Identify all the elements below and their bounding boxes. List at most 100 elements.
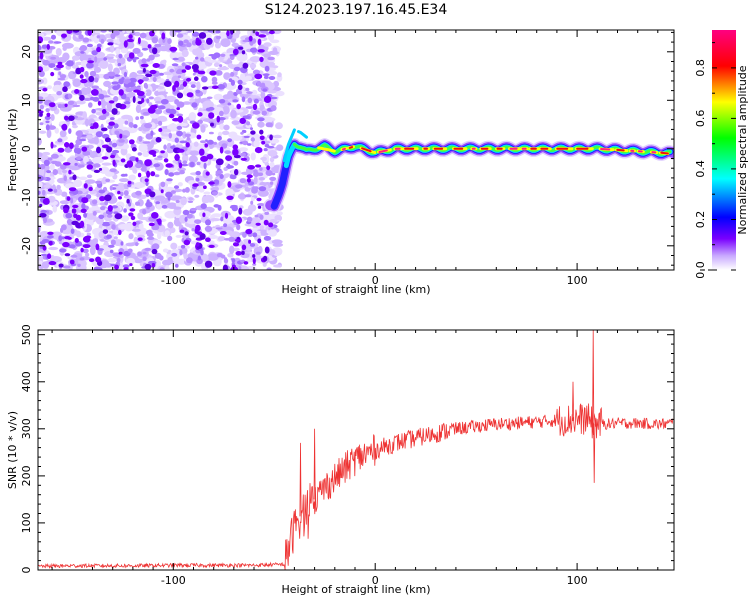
noise-blob [223,173,231,177]
noise-blob [152,47,158,55]
noise-blob [110,154,116,159]
noise-blob [106,234,112,239]
noise-blob [140,167,147,172]
noise-blob [200,203,207,210]
noise-blob [111,108,118,115]
noise-blob [47,231,54,235]
noise-blob [58,235,63,242]
tick-label: 500 [20,324,33,345]
noise-blob [186,218,198,225]
noise-blob [97,152,102,157]
tick-label: 20 [20,45,33,59]
noise-blob [246,174,253,179]
noise-blob [216,115,221,123]
noise-blob [211,76,218,83]
noise-blob [110,263,117,267]
noise-blob [233,72,238,76]
noise-blob [164,230,170,238]
noise-blob [102,95,111,98]
noise-blob [87,139,97,144]
noise-blob [195,224,201,232]
noise-blob [71,208,77,214]
noise-blob [167,123,179,132]
noise-blob [146,236,155,240]
noise-blob [241,96,246,103]
noise-blob [206,33,212,40]
noise-blob [77,164,85,168]
noise-blob [262,73,270,77]
noise-blob [48,40,54,44]
noise-blob [189,98,196,103]
noise-blob [172,57,179,61]
noise-blob [213,93,223,101]
noise-blob [75,61,83,66]
noise-blob [43,216,47,224]
noise-blob [126,41,135,49]
tick-label: 0 [20,567,33,574]
noise-blob [231,205,238,212]
noise-blob [165,163,173,168]
noise-blob [221,143,228,149]
noise-blob [145,181,149,186]
noise-blob [265,122,273,128]
noise-blob [167,38,172,45]
noise-blob [80,247,84,253]
noise-blob [181,62,186,67]
noise-blob [95,131,103,138]
noise-blob [161,32,166,40]
noise-blob [107,42,114,46]
noise-blob [149,191,156,198]
noise-blob [116,84,121,88]
noise-blob [236,224,241,231]
noise-blob [191,63,199,71]
noise-blob [234,238,241,242]
noise-blob [61,236,65,240]
noise-blob [33,257,38,264]
noise-blob [197,255,202,261]
noise-blob [147,44,152,49]
noise-blob [194,76,199,81]
tick-label: 0 [372,574,379,587]
noise-blob [250,200,254,205]
noise-blob [176,33,184,38]
noise-blob [235,184,243,189]
noise-blob [259,167,263,171]
noise-blob [133,182,146,189]
noise-blob [234,169,239,176]
noise-blob [72,204,79,209]
noise-blob [160,150,165,154]
noise-blob [174,137,179,143]
noise-blob [173,206,182,210]
noise-blob [154,108,163,115]
noise-blob [113,236,118,240]
noise-blob [98,93,105,100]
noise-blob [208,244,215,248]
noise-blob [204,143,208,148]
noise-blob [240,157,247,161]
noise-blob [48,240,53,246]
noise-blob [255,251,261,255]
noise-blob [267,150,278,157]
noise-blob [233,66,241,72]
noise-blob [92,211,97,216]
noise-blob [88,102,93,108]
noise-blob [79,94,85,101]
noise-blob [206,96,213,100]
noise-blob [86,232,91,236]
tick-label: 0.6 [694,110,707,128]
noise-blob [231,120,240,125]
noise-blob [158,128,163,132]
tick-label: -10 [20,188,33,206]
noise-blob [270,96,278,100]
noise-blob [79,45,88,52]
noise-blob [180,163,189,167]
noise-blob [174,80,180,88]
noise-blob [52,205,58,213]
noise-blob [230,71,235,77]
noise-blob [241,244,247,251]
noise-blob [239,117,246,124]
noise-blob [38,190,41,195]
noise-blob [253,171,260,177]
